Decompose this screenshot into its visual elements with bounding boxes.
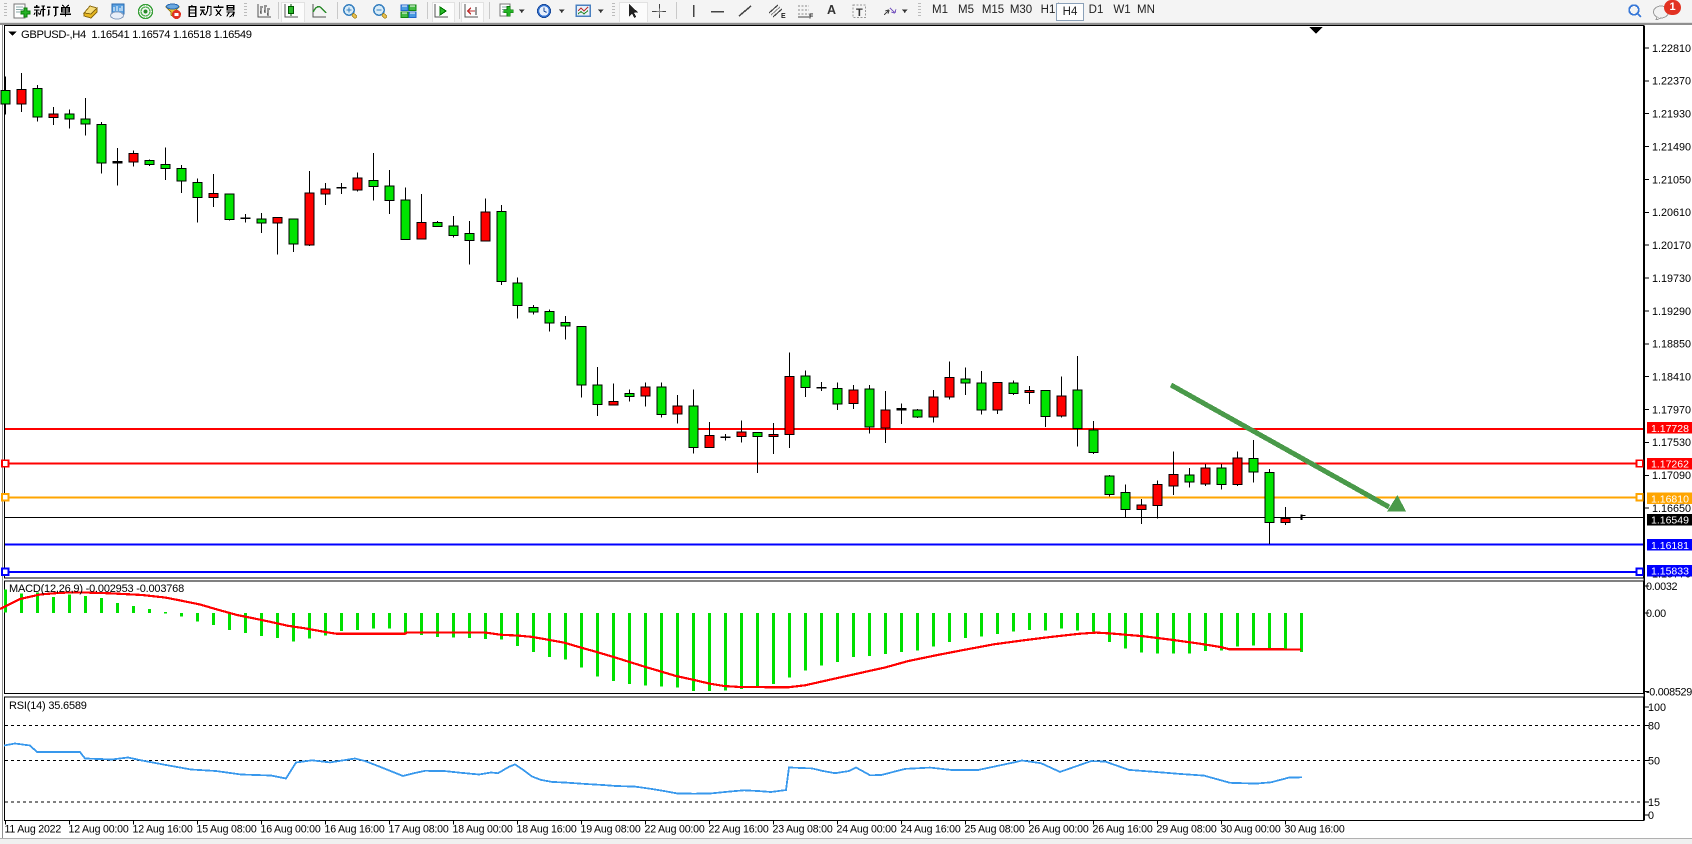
svg-text:25 Aug 08:00: 25 Aug 08:00 bbox=[965, 824, 1025, 836]
svg-text:1.15833: 1.15833 bbox=[1651, 566, 1689, 578]
svg-text:1.22810: 1.22810 bbox=[1652, 43, 1691, 55]
svg-text:RSI(14) 35.6589: RSI(14) 35.6589 bbox=[9, 700, 87, 712]
svg-text:1.17090: 1.17090 bbox=[1652, 470, 1691, 482]
svg-text:12 Aug 00:00: 12 Aug 00:00 bbox=[69, 824, 129, 836]
svg-text:E: E bbox=[781, 13, 786, 20]
svg-text:1.16181: 1.16181 bbox=[1651, 540, 1689, 552]
svg-text:0.0032: 0.0032 bbox=[1646, 581, 1678, 593]
svg-text:1.20610: 1.20610 bbox=[1652, 207, 1691, 219]
svg-text:30 Aug 00:00: 30 Aug 00:00 bbox=[1221, 824, 1281, 836]
svg-text:100: 100 bbox=[1648, 702, 1666, 714]
svg-text:26 Aug 16:00: 26 Aug 16:00 bbox=[1093, 824, 1153, 836]
svg-text:1.21490: 1.21490 bbox=[1652, 141, 1691, 153]
svg-text:1.21930: 1.21930 bbox=[1652, 109, 1691, 121]
svg-text:F: F bbox=[809, 14, 814, 21]
svg-text:T: T bbox=[856, 7, 863, 19]
svg-text:0: 0 bbox=[1648, 810, 1654, 822]
svg-text:1.16810: 1.16810 bbox=[1651, 493, 1689, 505]
svg-text:16 Aug 00:00: 16 Aug 00:00 bbox=[261, 824, 321, 836]
svg-text:16 Aug 16:00: 16 Aug 16:00 bbox=[325, 824, 385, 836]
svg-text:1.19730: 1.19730 bbox=[1652, 273, 1691, 285]
svg-text:GBPUSD-,H4 1.16541 1.16574 1.: GBPUSD-,H4 1.16541 1.16574 1.16518 1.165… bbox=[21, 29, 252, 41]
svg-text:1.20170: 1.20170 bbox=[1652, 240, 1691, 252]
svg-text:1.19290: 1.19290 bbox=[1652, 306, 1691, 318]
svg-text:26 Aug 00:00: 26 Aug 00:00 bbox=[1029, 824, 1089, 836]
svg-text:1.16650: 1.16650 bbox=[1652, 503, 1691, 515]
svg-text:11 Aug 2022: 11 Aug 2022 bbox=[5, 824, 62, 836]
svg-text:22 Aug 00:00: 22 Aug 00:00 bbox=[645, 824, 705, 836]
svg-text:15: 15 bbox=[1648, 797, 1660, 809]
svg-text:1.17530: 1.17530 bbox=[1652, 437, 1691, 449]
svg-text:80: 80 bbox=[1648, 720, 1660, 732]
svg-text:1.17262: 1.17262 bbox=[1651, 459, 1689, 471]
svg-text:0.00: 0.00 bbox=[1646, 608, 1666, 620]
svg-text:29 Aug 08:00: 29 Aug 08:00 bbox=[1157, 824, 1217, 836]
svg-text:18 Aug 16:00: 18 Aug 16:00 bbox=[517, 824, 577, 836]
svg-text:24 Aug 16:00: 24 Aug 16:00 bbox=[901, 824, 961, 836]
svg-text:17 Aug 08:00: 17 Aug 08:00 bbox=[389, 824, 449, 836]
svg-text:23 Aug 08:00: 23 Aug 08:00 bbox=[773, 824, 833, 836]
svg-text:18 Aug 00:00: 18 Aug 00:00 bbox=[453, 824, 513, 836]
svg-text:-0.008529: -0.008529 bbox=[1646, 686, 1692, 698]
svg-text:1.17970: 1.17970 bbox=[1652, 404, 1691, 416]
svg-text:1.18850: 1.18850 bbox=[1652, 339, 1691, 351]
svg-text:1.17728: 1.17728 bbox=[1651, 423, 1689, 435]
svg-text:19 Aug 08:00: 19 Aug 08:00 bbox=[581, 824, 641, 836]
svg-text:1.21050: 1.21050 bbox=[1652, 174, 1691, 186]
svg-text:12 Aug 16:00: 12 Aug 16:00 bbox=[133, 824, 193, 836]
svg-text:1.22370: 1.22370 bbox=[1652, 76, 1691, 88]
svg-text:30 Aug 16:00: 30 Aug 16:00 bbox=[1285, 824, 1345, 836]
svg-text:1.18410: 1.18410 bbox=[1652, 372, 1691, 384]
svg-text:50: 50 bbox=[1648, 755, 1660, 767]
svg-text:1.16549: 1.16549 bbox=[1651, 515, 1689, 527]
svg-text:MACD(12,26,9) -0.002953 -0.003: MACD(12,26,9) -0.002953 -0.003768 bbox=[9, 583, 184, 595]
svg-text:22 Aug 16:00: 22 Aug 16:00 bbox=[709, 824, 769, 836]
svg-text:24 Aug 00:00: 24 Aug 00:00 bbox=[837, 824, 897, 836]
svg-text:15 Aug 08:00: 15 Aug 08:00 bbox=[197, 824, 257, 836]
